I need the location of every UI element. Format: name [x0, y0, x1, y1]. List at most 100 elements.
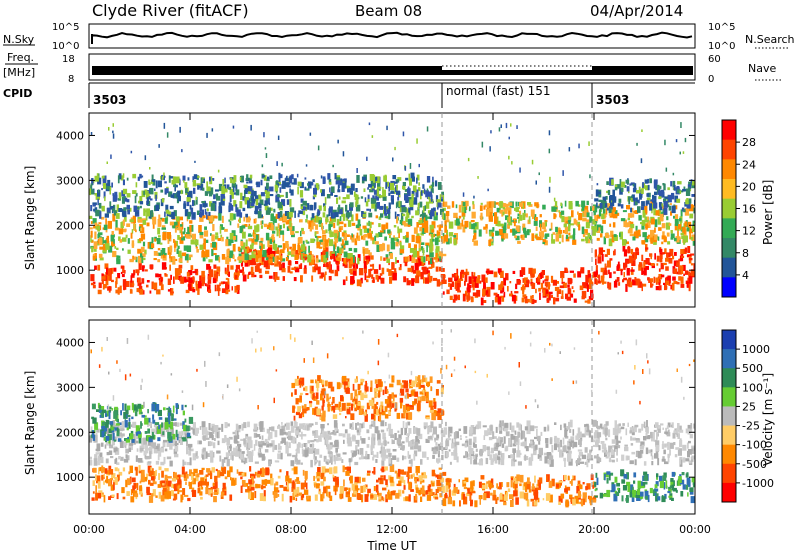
power-data-cell: [434, 237, 439, 246]
power-data-cell: [244, 186, 248, 194]
power-data-cell: [374, 235, 377, 241]
velocity-data-cell: [332, 477, 338, 482]
power-data-cell: [485, 224, 488, 230]
power-colorbar-swatch: [722, 139, 736, 160]
velocity-data-cell: [478, 481, 482, 488]
power-data-cell: [421, 266, 426, 270]
power-data-cell: [240, 175, 244, 183]
power-data-cell: [217, 288, 220, 296]
power-data-cell: [263, 260, 268, 268]
power-data-cell: [215, 189, 219, 192]
power-data-cell: [442, 233, 445, 237]
power-data-cell: [307, 220, 309, 224]
velocity-data-cell: [504, 447, 508, 452]
power-data-cell: [409, 199, 414, 208]
velocity-data-cell: [474, 500, 478, 508]
power-data-cell: [423, 188, 426, 195]
power-data-cell: [505, 203, 509, 211]
power-data-cell: [202, 254, 206, 262]
power-data-cell: [316, 241, 321, 249]
velocity-data-cell: [615, 449, 618, 452]
power-data-cell: [433, 277, 438, 281]
velocity-data-cell: [546, 475, 548, 482]
power-data-cell: [202, 243, 206, 250]
power-data-cell: [191, 224, 194, 232]
power-data-cell: [600, 267, 605, 273]
velocity-data-cell: [432, 473, 436, 477]
power-data-cell: [322, 230, 326, 235]
velocity-data-cell: [322, 430, 325, 438]
power-data-cell: [590, 206, 593, 212]
power-data-cell: [146, 222, 150, 227]
power-data-cell: [305, 219, 308, 223]
velocity-data-cell: [419, 481, 422, 485]
power-data-cell: [422, 190, 425, 194]
power-data-cell: [425, 277, 430, 284]
power-data-cell: [641, 188, 644, 194]
power-data-cell: [187, 177, 190, 181]
power-data-cell: [231, 286, 233, 291]
power-data-cell: [594, 198, 599, 202]
power-data-cell: [391, 262, 395, 270]
velocity-data-cell: [171, 444, 175, 447]
velocity-data-cell: [311, 448, 316, 452]
power-data-cell: [623, 249, 628, 257]
velocity-data-cell: [114, 477, 118, 485]
velocity-data-cell: [362, 422, 365, 428]
velocity-data-cell: [121, 487, 125, 494]
power-data-cell: [535, 277, 538, 283]
power-data-cell: [117, 198, 121, 201]
power-data-cell: [265, 153, 268, 158]
power-data-cell: [641, 206, 645, 210]
velocity-data-cell: [354, 461, 359, 466]
power-data-cell: [515, 207, 520, 209]
power-data-cell: [161, 198, 165, 203]
power-data-cell: [338, 204, 341, 210]
velocity-data-cell: [670, 424, 673, 428]
power-data-cell: [274, 184, 279, 192]
velocity-data-cell: [690, 457, 694, 462]
velocity-data-cell: [255, 483, 258, 489]
power-data-cell: [200, 183, 204, 191]
velocity-data-cell: [487, 431, 492, 435]
power-data-cell: [106, 267, 109, 275]
power-data-cell: [123, 286, 125, 291]
power-data-cell: [385, 256, 389, 260]
power-data-cell: [433, 213, 438, 221]
velocity-data-cell: [682, 457, 686, 463]
velocity-data-cell: [95, 474, 97, 481]
velocity-data-cell: [134, 437, 136, 445]
power-data-cell: [683, 209, 686, 213]
power-data-cell: [484, 290, 489, 296]
power-data-cell: [531, 295, 534, 299]
velocity-data-cell: [192, 477, 195, 483]
power-data-cell: [406, 278, 409, 282]
power-data-cell: [572, 234, 576, 240]
power-data-cell: [90, 230, 93, 238]
velocity-data-cell: [632, 490, 637, 498]
power-data-cell: [352, 262, 356, 270]
power-data-cell: [218, 206, 223, 214]
velocity-data-cell: [569, 494, 573, 498]
power-data-cell: [366, 222, 369, 226]
power-data-cell: [280, 249, 285, 254]
power-data-cell: [106, 276, 110, 281]
velocity-data-cell: [555, 484, 560, 488]
power-data-cell: [250, 244, 254, 250]
power-data-cell: [550, 275, 554, 283]
velocity-data-cell: [248, 479, 252, 485]
power-data-cell: [538, 287, 541, 292]
power-data-cell: [171, 179, 175, 185]
power-data-cell: [486, 293, 489, 297]
velocity-data-cell: [525, 484, 528, 492]
power-data-cell: [185, 188, 188, 194]
velocity-data-cell: [285, 475, 290, 482]
power-data-cell: [449, 283, 453, 290]
power-data-cell: [602, 196, 607, 202]
power-data-cell: [110, 154, 112, 159]
velocity-data-cell: [423, 422, 428, 428]
velocity-data-cell: [593, 432, 599, 439]
power-data-cell: [219, 226, 222, 234]
velocity-data-cell: [642, 424, 644, 428]
velocity-data-cell: [224, 491, 227, 496]
